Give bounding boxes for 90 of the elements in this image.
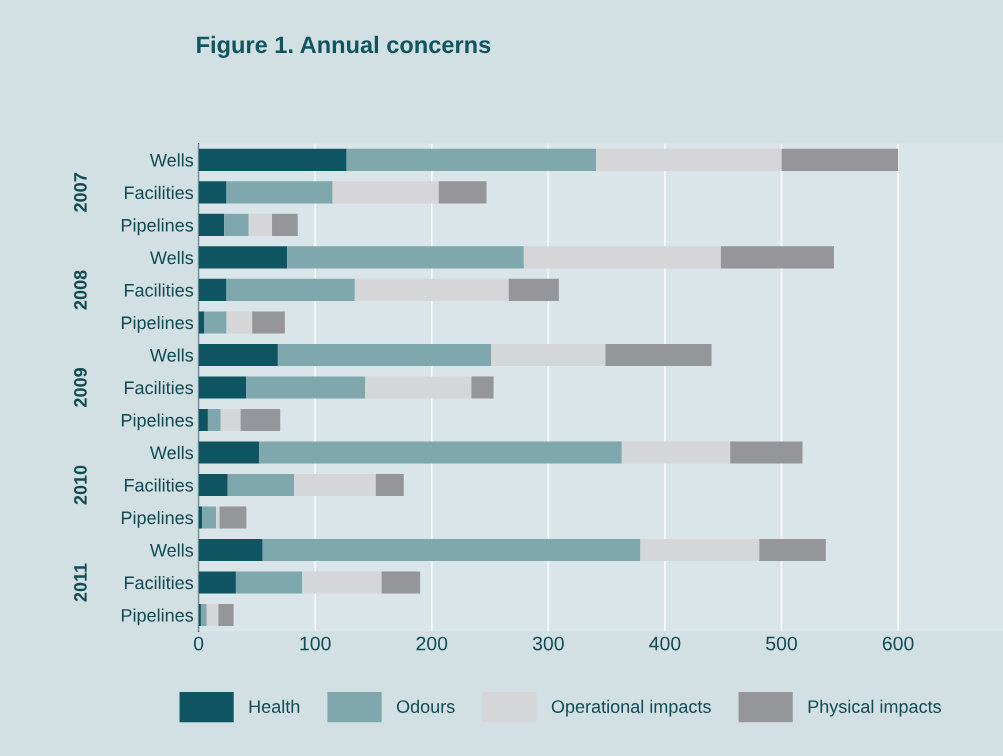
bar <box>346 148 597 171</box>
text: 2010 <box>74 465 87 505</box>
bar <box>605 343 712 366</box>
bar <box>302 571 382 594</box>
bar <box>240 408 281 432</box>
text: 2007 <box>74 173 87 212</box>
bar <box>207 408 221 432</box>
bar <box>198 278 227 301</box>
bar <box>365 376 472 399</box>
y-tick-label: Pipelines <box>121 510 194 528</box>
bar <box>198 343 278 366</box>
text: 2008 <box>74 270 87 310</box>
y-tick-label: Wells <box>149 348 194 362</box>
bar <box>198 441 260 464</box>
bar <box>198 213 225 236</box>
bar <box>224 213 249 236</box>
bar <box>354 278 509 301</box>
bar <box>730 441 803 464</box>
bar <box>252 311 285 334</box>
bar <box>216 506 220 529</box>
bar <box>262 538 641 562</box>
bar <box>198 571 236 594</box>
y-tick-label: Wells <box>149 153 194 167</box>
bar <box>259 441 622 464</box>
bar <box>621 441 731 464</box>
bar <box>198 538 263 562</box>
x-tick-label: 600 <box>882 636 914 651</box>
x-tick-label: 0 <box>193 636 204 651</box>
y-tick-label: Facilities <box>124 185 194 200</box>
bar <box>438 181 487 204</box>
bar <box>523 246 721 269</box>
bar <box>375 473 404 497</box>
bar <box>235 571 303 594</box>
y-tick-label: Wells <box>149 250 194 265</box>
bar <box>381 571 421 594</box>
bar <box>218 603 234 627</box>
bar <box>640 538 760 562</box>
y-tick-label: Pipelines <box>121 218 194 236</box>
y-tick-label: Pipelines <box>121 608 194 626</box>
text: 2011 <box>74 563 87 602</box>
x-tick-label: 200 <box>416 636 448 651</box>
bar <box>227 473 295 497</box>
bar <box>198 148 347 171</box>
bar <box>198 246 288 269</box>
x-tick-label: 400 <box>649 636 681 651</box>
y-tick-label: Facilities <box>124 380 194 395</box>
bar <box>204 311 227 334</box>
bar <box>206 603 219 627</box>
y-tick-label: Facilities <box>124 283 194 297</box>
bar <box>248 213 273 236</box>
bar <box>219 506 247 529</box>
bar <box>332 181 439 204</box>
y-tick-label: Wells <box>149 445 194 460</box>
bar <box>596 148 782 171</box>
y-tick-label: Facilities <box>124 575 194 590</box>
legend-label: Odours <box>396 699 455 713</box>
x-tick-label: 500 <box>766 636 797 651</box>
y-tick-label: Pipelines <box>121 413 194 431</box>
bar <box>246 376 366 399</box>
bar <box>198 506 203 529</box>
bar <box>200 603 207 627</box>
y-tick-label: Pipelines <box>121 315 194 333</box>
bar <box>287 246 524 269</box>
x-tick-label: 300 <box>532 636 564 651</box>
bar <box>198 408 208 432</box>
chart-title: Figure 1. Annual concerns <box>197 35 491 58</box>
legend-label: Operational impacts <box>551 699 711 717</box>
bar <box>294 473 376 497</box>
bar <box>781 148 899 171</box>
bar <box>226 278 355 301</box>
bar <box>491 343 606 366</box>
bar <box>198 473 228 497</box>
bar <box>198 181 227 204</box>
bar <box>720 246 834 269</box>
bar <box>508 278 559 301</box>
legend-label: Physical impacts <box>808 699 941 717</box>
bar <box>471 376 494 399</box>
bar <box>272 213 298 236</box>
bar <box>202 506 217 529</box>
bar <box>226 181 333 204</box>
y-tick-label: Wells <box>149 543 194 557</box>
bar <box>759 538 826 562</box>
x-tick-label: 100 <box>300 636 331 651</box>
bar <box>220 408 241 432</box>
y-tick-label: Facilities <box>124 478 194 492</box>
legend-label: Health <box>249 699 300 713</box>
bar <box>277 343 492 366</box>
bar <box>226 311 253 334</box>
bar <box>198 376 247 399</box>
text: 2009 <box>74 368 87 407</box>
